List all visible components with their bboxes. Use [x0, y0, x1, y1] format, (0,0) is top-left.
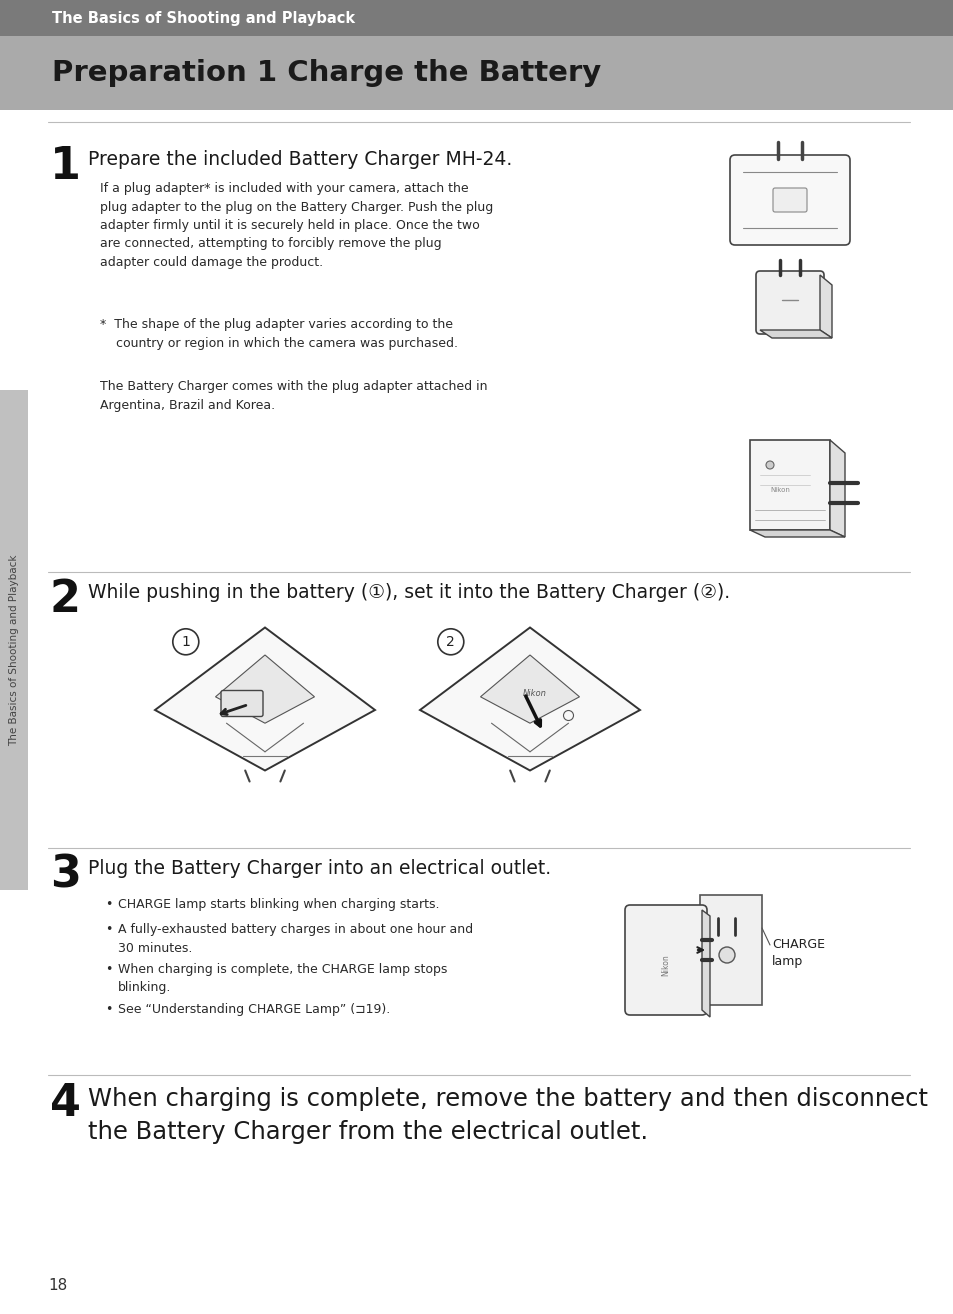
Text: Nikon: Nikon	[522, 689, 546, 698]
Polygon shape	[749, 530, 844, 537]
Text: •: •	[105, 963, 112, 976]
Text: •: •	[105, 922, 112, 936]
Text: Preparation 1 Charge the Battery: Preparation 1 Charge the Battery	[52, 59, 600, 87]
Circle shape	[437, 629, 463, 654]
FancyBboxPatch shape	[221, 690, 263, 716]
Text: Prepare the included Battery Charger MH-24.: Prepare the included Battery Charger MH-…	[88, 150, 512, 170]
Bar	[749, 440, 829, 530]
Text: •: •	[105, 897, 112, 911]
Text: When charging is complete, the CHARGE lamp stops
blinking.: When charging is complete, the CHARGE la…	[118, 963, 447, 995]
Text: 1: 1	[181, 635, 190, 649]
Text: When charging is complete, remove the battery and then disconnect
the Battery Ch: When charging is complete, remove the ba…	[88, 1087, 927, 1143]
Bar	[700, 895, 761, 1005]
Text: 4: 4	[50, 1081, 81, 1125]
Circle shape	[719, 947, 734, 963]
Polygon shape	[154, 628, 375, 770]
Text: 2: 2	[446, 635, 455, 649]
Text: CHARGE lamp starts blinking when charging starts.: CHARGE lamp starts blinking when chargin…	[118, 897, 439, 911]
Text: Nikon: Nikon	[769, 487, 789, 493]
Text: 2: 2	[50, 578, 81, 622]
Polygon shape	[701, 911, 709, 1017]
Polygon shape	[215, 654, 314, 723]
Text: 1: 1	[50, 145, 81, 188]
FancyBboxPatch shape	[772, 188, 806, 212]
FancyBboxPatch shape	[755, 271, 823, 334]
Text: A fully-exhausted battery charges in about one hour and
30 minutes.: A fully-exhausted battery charges in abo…	[118, 922, 473, 954]
Text: The Battery Charger comes with the plug adapter attached in
Argentina, Brazil an: The Battery Charger comes with the plug …	[100, 380, 487, 411]
Polygon shape	[829, 440, 844, 537]
Text: The Basics of Shooting and Playback: The Basics of Shooting and Playback	[52, 11, 355, 25]
Text: The Basics of Shooting and Playback: The Basics of Shooting and Playback	[9, 555, 19, 746]
Bar	[0, 0, 953, 35]
Text: See “Understanding CHARGE Lamp” (⊐19).: See “Understanding CHARGE Lamp” (⊐19).	[118, 1003, 390, 1016]
Text: •: •	[105, 1003, 112, 1016]
Polygon shape	[419, 628, 639, 770]
Circle shape	[765, 461, 773, 469]
Text: CHARGE
lamp: CHARGE lamp	[771, 938, 824, 968]
Text: 3: 3	[50, 854, 81, 897]
Bar	[0, 35, 953, 110]
Polygon shape	[760, 330, 831, 338]
Text: Plug the Battery Charger into an electrical outlet.: Plug the Battery Charger into an electri…	[88, 859, 551, 878]
FancyBboxPatch shape	[624, 905, 706, 1014]
Circle shape	[172, 629, 198, 654]
Text: Nikon: Nikon	[660, 954, 670, 976]
FancyBboxPatch shape	[729, 155, 849, 244]
Bar	[0, 390, 28, 890]
Polygon shape	[480, 654, 578, 723]
Text: 18: 18	[48, 1277, 67, 1293]
Text: *  The shape of the plug adapter varies according to the
    country or region i: * The shape of the plug adapter varies a…	[100, 318, 457, 350]
Text: If a plug adapter* is included with your camera, attach the
plug adapter to the : If a plug adapter* is included with your…	[100, 183, 493, 269]
Polygon shape	[820, 275, 831, 338]
Text: While pushing in the battery (①), set it into the Battery Charger (②).: While pushing in the battery (①), set it…	[88, 583, 729, 602]
